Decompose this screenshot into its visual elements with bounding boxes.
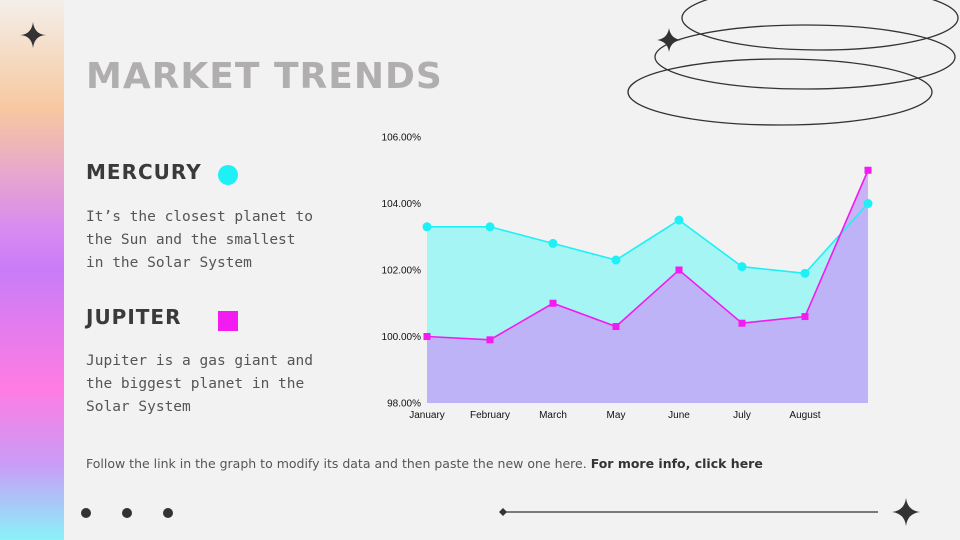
- sparkle-icon: [892, 498, 920, 526]
- jupiter-line: [426, 169, 869, 341]
- x-tick-label: May: [607, 410, 626, 421]
- mercury-point: [863, 199, 873, 208]
- y-tick-label: 104.00%: [382, 199, 422, 210]
- mercury-point: [800, 268, 810, 278]
- sparkle-icon: [20, 22, 46, 48]
- mercury-point: [611, 255, 621, 265]
- x-tick-label: June: [668, 410, 690, 421]
- diamond-icon: [499, 508, 507, 516]
- orbit-ellipse: [681, 0, 959, 51]
- y-tick-label: 98.00%: [387, 399, 421, 410]
- x-tick-label: January: [409, 410, 445, 421]
- nav-dot: [81, 508, 91, 518]
- y-tick-label: 102.00%: [382, 266, 422, 277]
- orbit-ellipse: [627, 58, 933, 126]
- gradient-side-bar: [0, 0, 64, 540]
- mercury-description: It’s the closest planet to the Sun and t…: [86, 209, 313, 271]
- jupiter-point: [486, 336, 494, 344]
- mercury-point: [422, 222, 432, 232]
- mercury-point: [548, 238, 558, 248]
- more-info-link[interactable]: For more info, click here: [590, 456, 763, 471]
- x-tick-label: August: [789, 410, 820, 421]
- jupiter-title: JUPITER: [86, 305, 182, 329]
- x-tick-label: February: [470, 410, 510, 421]
- page-title: MARKET TRENDS: [86, 56, 443, 97]
- jupiter-point: [675, 266, 683, 274]
- jupiter-point: [738, 319, 746, 327]
- sparkle-icon: [657, 28, 681, 52]
- footer-note: Follow the link in the graph to modify i…: [86, 456, 763, 471]
- mercury-point: [737, 262, 747, 272]
- mercury-line: [427, 202, 869, 275]
- mercury-title: MERCURY: [86, 160, 202, 184]
- jupiter-point: [612, 323, 620, 331]
- jupiter-point: [423, 333, 431, 340]
- footer-note-text: Follow the link in the graph to modify i…: [86, 456, 591, 471]
- x-tick-label: July: [733, 410, 751, 421]
- jupiter-description: Jupiter is a gas giant and the biggest p…: [86, 353, 313, 415]
- jupiter-point: [801, 313, 809, 321]
- jupiter-point: [549, 299, 557, 307]
- orbit-ellipse: [654, 24, 956, 90]
- nav-dot: [122, 508, 132, 518]
- x-tick-label: March: [539, 410, 567, 421]
- jupiter-area: [427, 170, 868, 403]
- y-tick-label: 106.00%: [382, 133, 422, 144]
- mercury-point: [485, 222, 495, 232]
- jupiter-point: [864, 166, 872, 174]
- nav-dot: [163, 508, 173, 518]
- mercury-point: [674, 215, 684, 225]
- y-tick-label: 100.00%: [382, 332, 422, 343]
